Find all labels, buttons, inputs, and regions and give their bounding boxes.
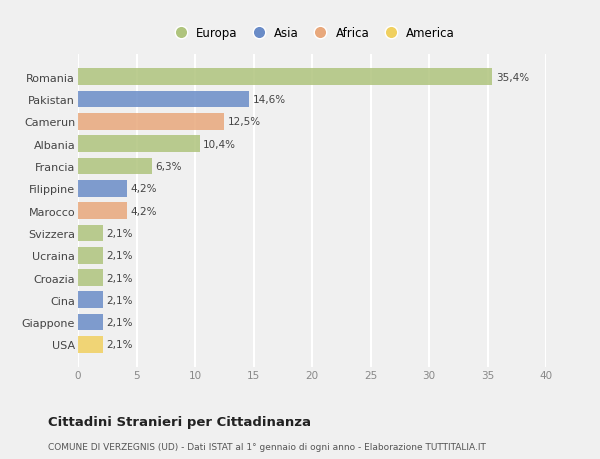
- Bar: [78, 336, 103, 353]
- Text: 2,1%: 2,1%: [106, 229, 133, 238]
- Text: 2,1%: 2,1%: [106, 318, 133, 327]
- Bar: [78, 158, 152, 175]
- Bar: [78, 247, 103, 264]
- Text: COMUNE DI VERZEGNIS (UD) - Dati ISTAT al 1° gennaio di ogni anno - Elaborazione : COMUNE DI VERZEGNIS (UD) - Dati ISTAT al…: [48, 442, 486, 451]
- Text: 4,2%: 4,2%: [131, 206, 157, 216]
- Text: 35,4%: 35,4%: [496, 73, 529, 83]
- Bar: [78, 225, 103, 242]
- Text: Cittadini Stranieri per Cittadinanza: Cittadini Stranieri per Cittadinanza: [48, 415, 311, 428]
- Text: 2,1%: 2,1%: [106, 273, 133, 283]
- Text: 2,1%: 2,1%: [106, 251, 133, 261]
- Bar: [78, 136, 200, 153]
- Bar: [78, 203, 127, 219]
- Bar: [78, 69, 492, 86]
- Bar: [78, 269, 103, 286]
- Text: 4,2%: 4,2%: [131, 184, 157, 194]
- Bar: [78, 91, 249, 108]
- Text: 2,1%: 2,1%: [106, 340, 133, 350]
- Bar: [78, 180, 127, 197]
- Text: 2,1%: 2,1%: [106, 295, 133, 305]
- Bar: [78, 292, 103, 308]
- Legend: Europa, Asia, Africa, America: Europa, Asia, Africa, America: [166, 23, 458, 44]
- Text: 6,3%: 6,3%: [155, 162, 182, 172]
- Text: 14,6%: 14,6%: [253, 95, 286, 105]
- Text: 12,5%: 12,5%: [228, 117, 261, 127]
- Bar: [78, 314, 103, 331]
- Text: 10,4%: 10,4%: [203, 140, 236, 149]
- Bar: [78, 114, 224, 130]
